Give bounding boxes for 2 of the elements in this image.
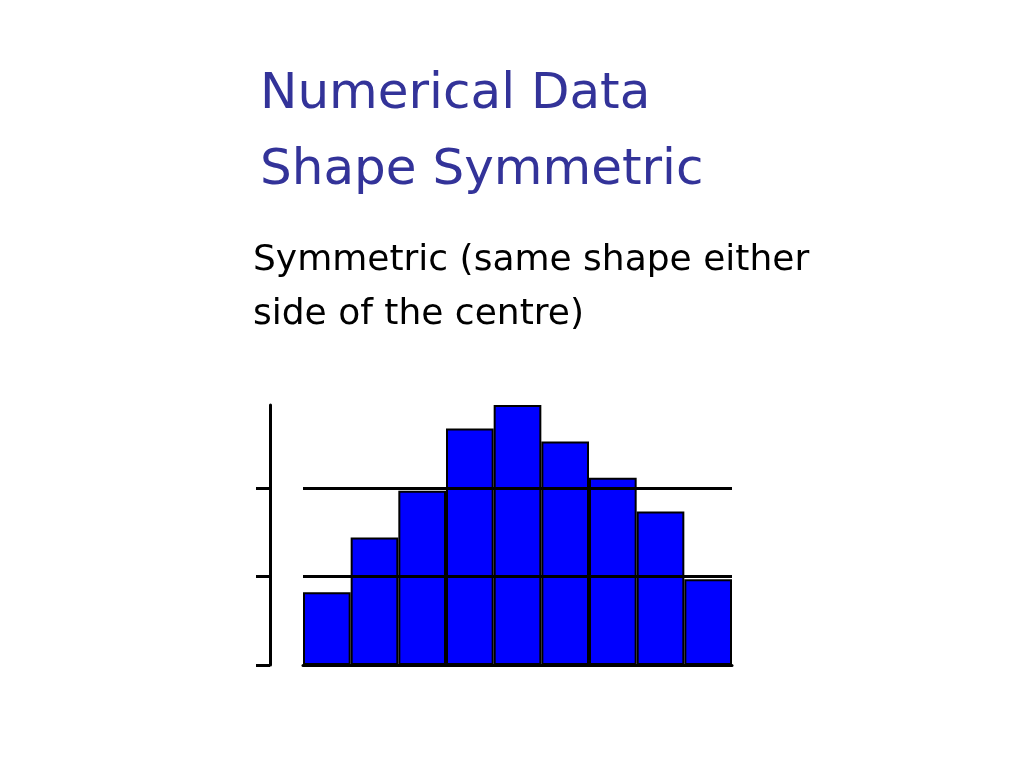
chart-subtitle: Symmetric (same shape either side of the centre) bbox=[253, 236, 810, 332]
chart-title: Numerical Data Shape Symmetric bbox=[260, 62, 704, 196]
